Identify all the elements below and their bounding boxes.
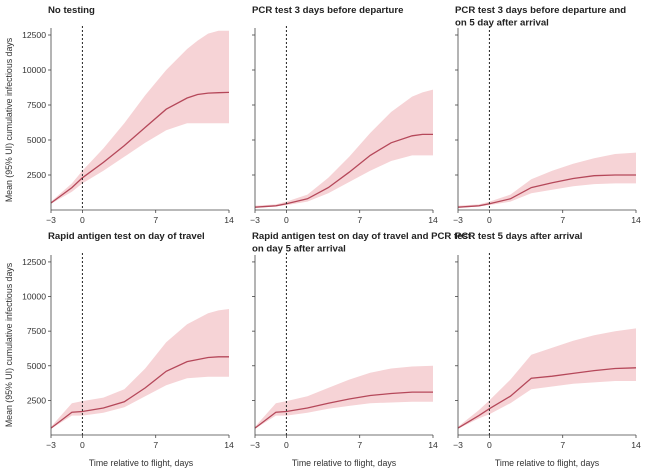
mean-line (254, 391, 433, 429)
x-tick-label: −3 (250, 440, 260, 450)
y-tick-label: 7500 (27, 100, 46, 110)
x-tick-label: 0 (80, 215, 85, 225)
x-tick-label: 0 (284, 215, 289, 225)
x-tick-label: 0 (284, 440, 289, 450)
y-tick-label: 7500 (27, 326, 46, 336)
x-tick-label: 14 (428, 215, 438, 225)
x-tick-label: 7 (357, 440, 362, 450)
panel-title: on day 5 after arrival (252, 244, 346, 255)
x-tick-label: 0 (487, 215, 492, 225)
y-tick-label: 12500 (22, 30, 46, 40)
x-tick-label: 7 (560, 215, 565, 225)
x-axis-label-1: Time relative to flight, days (89, 458, 194, 468)
uncertainty-band (255, 89, 433, 208)
panel-title: Rapid antigen test on day of travel (48, 231, 205, 242)
x-tick-label: 14 (224, 215, 234, 225)
x-tick-label: 7 (153, 215, 158, 225)
mean-line (50, 91, 230, 204)
x-tick-label: 7 (560, 440, 565, 450)
x-tick-label: 0 (80, 440, 85, 450)
y-tick-label: 10000 (22, 65, 46, 75)
x-tick-label: 14 (631, 215, 641, 225)
uncertainty-band (458, 328, 636, 429)
uncertainty-band (51, 30, 229, 204)
y-axis-label-top: Mean (95% UI) cumulative infectious days (4, 37, 14, 202)
panel-title: PCR test 5 days after arrival (455, 231, 582, 242)
panel-6: PCR test 5 days after arrival −3 0 7 14 (453, 231, 641, 450)
mean-line (457, 367, 637, 429)
uncertainty-band (458, 152, 636, 208)
x-tick-label: −3 (250, 215, 260, 225)
y-axis-label-bottom: Mean (95% UI) cumulative infectious days (4, 262, 14, 427)
x-tick-label: 7 (357, 215, 362, 225)
panel-title: on 5 day after arrival (455, 18, 549, 29)
panel-title: No testing (48, 5, 95, 16)
panel-title: PCR test 3 days before departure and (455, 5, 626, 16)
uncertainty-band (255, 365, 433, 429)
y-tick-label: 2500 (27, 170, 46, 180)
panel-2: PCR test 3 days before departure −3 0 7 14 (250, 5, 438, 225)
mean-line (457, 174, 636, 208)
x-tick-label: 14 (224, 440, 234, 450)
panel-title: Rapid antigen test on day of travel and … (252, 231, 472, 242)
x-tick-label: −3 (453, 440, 463, 450)
panel-3: PCR test 3 days before departure and on 5… (453, 5, 641, 225)
x-tick-label: 7 (153, 440, 158, 450)
mean-line (254, 133, 433, 208)
panel-title: PCR test 3 days before departure (252, 5, 403, 16)
panel-1: No testing 2500 5000 7500 10000 12500 −3 0 7 14 (22, 5, 234, 225)
panel-4: Rapid antigen test on day of travel 2500 5… (22, 231, 234, 450)
x-tick-label: 0 (487, 440, 492, 450)
x-axis-label-3: Time relative to flight, days (495, 458, 600, 468)
x-tick-label: −3 (46, 215, 56, 225)
x-tick-label: −3 (46, 440, 56, 450)
y-tick-label: 5000 (27, 361, 46, 371)
y-tick-label: 5000 (27, 135, 46, 145)
panel-5: Rapid antigen test on day of travel and … (250, 231, 472, 450)
x-tick-label: 14 (631, 440, 641, 450)
uncertainty-band (51, 309, 229, 429)
x-tick-label: −3 (453, 215, 463, 225)
x-tick-label: 14 (428, 440, 438, 450)
mean-line (50, 356, 229, 429)
y-tick-label: 10000 (22, 292, 46, 302)
x-axis-label-2: Time relative to flight, days (292, 458, 397, 468)
y-tick-label: 2500 (27, 395, 46, 405)
y-tick-label: 12500 (22, 257, 46, 267)
